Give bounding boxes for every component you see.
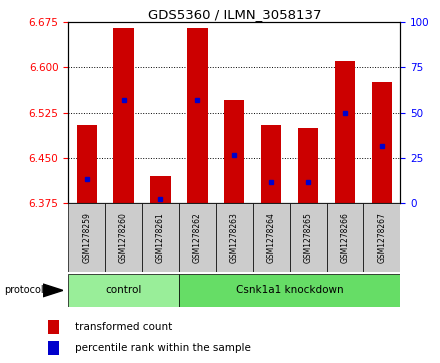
Polygon shape xyxy=(43,284,63,297)
Bar xyxy=(114,28,134,203)
Bar xyxy=(335,61,355,203)
Title: GDS5360 / ILMN_3058137: GDS5360 / ILMN_3058137 xyxy=(147,8,321,21)
Text: transformed count: transformed count xyxy=(75,322,172,332)
Text: GSM1278262: GSM1278262 xyxy=(193,212,202,263)
FancyBboxPatch shape xyxy=(142,203,179,272)
Text: GSM1278263: GSM1278263 xyxy=(230,212,239,263)
Text: control: control xyxy=(105,285,142,295)
Bar xyxy=(48,320,59,334)
Bar xyxy=(298,128,318,203)
FancyBboxPatch shape xyxy=(68,203,105,272)
Bar xyxy=(77,125,97,203)
FancyBboxPatch shape xyxy=(68,274,179,307)
Bar xyxy=(48,341,59,355)
Text: GSM1278266: GSM1278266 xyxy=(341,212,349,263)
Bar xyxy=(372,82,392,203)
Bar xyxy=(187,28,208,203)
Bar xyxy=(261,125,281,203)
Text: percentile rank within the sample: percentile rank within the sample xyxy=(75,343,251,353)
Text: GSM1278267: GSM1278267 xyxy=(378,212,386,263)
Text: GSM1278264: GSM1278264 xyxy=(267,212,276,263)
Text: GSM1278260: GSM1278260 xyxy=(119,212,128,263)
Bar xyxy=(150,176,171,203)
FancyBboxPatch shape xyxy=(253,203,290,272)
Text: GSM1278265: GSM1278265 xyxy=(304,212,313,263)
FancyBboxPatch shape xyxy=(179,274,400,307)
FancyBboxPatch shape xyxy=(326,203,363,272)
FancyBboxPatch shape xyxy=(363,203,400,272)
FancyBboxPatch shape xyxy=(290,203,326,272)
FancyBboxPatch shape xyxy=(105,203,142,272)
Text: protocol: protocol xyxy=(4,285,44,295)
Text: GSM1278261: GSM1278261 xyxy=(156,212,165,263)
FancyBboxPatch shape xyxy=(216,203,253,272)
Text: GSM1278259: GSM1278259 xyxy=(82,212,91,263)
Text: Csnk1a1 knockdown: Csnk1a1 knockdown xyxy=(236,285,344,295)
Bar xyxy=(224,101,245,203)
FancyBboxPatch shape xyxy=(179,203,216,272)
